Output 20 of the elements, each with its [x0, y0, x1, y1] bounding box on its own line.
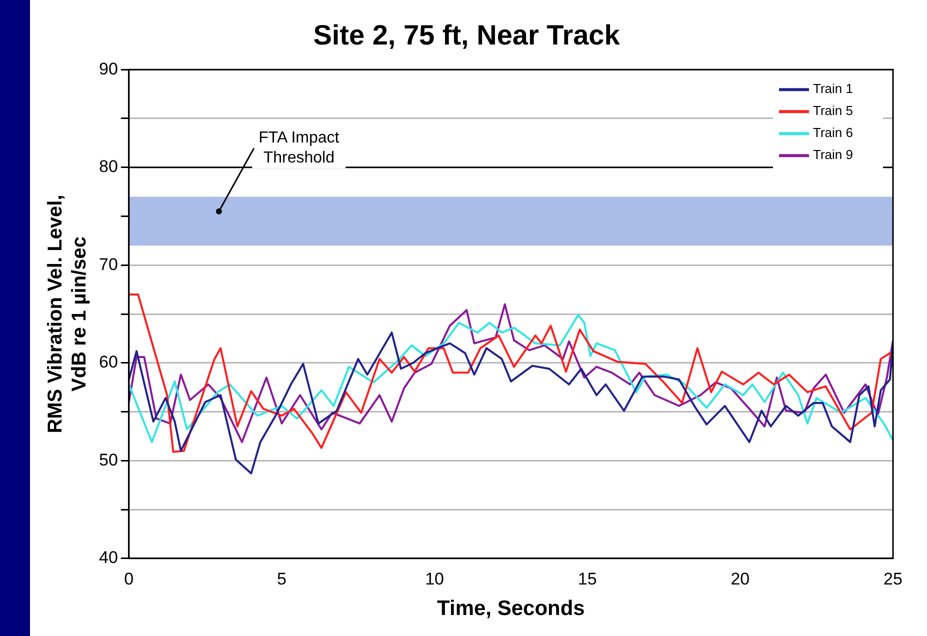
x-tick-label: 10: [425, 569, 444, 588]
y-tick-label: 70: [98, 254, 118, 274]
y-axis-title: RMS Vibration Vel. Level, VdB re 1 µin/sec: [44, 194, 91, 434]
x-tick-label: 15: [578, 569, 597, 588]
x-tick-label: 5: [276, 569, 286, 588]
band-label: FTA Impact Threshold: [258, 130, 340, 167]
y-tick-label: 80: [98, 157, 118, 176]
y-tick-label: 50: [98, 450, 118, 470]
legend-label: Train 9: [813, 147, 853, 162]
x-axis-title: Time, Seconds: [437, 597, 585, 620]
y-tick-label: 60: [98, 352, 118, 372]
x-tick-label: 0: [124, 569, 134, 588]
legend-label: Train 5: [813, 103, 853, 118]
legend-label: Train 6: [813, 125, 853, 140]
chart-title: Site 2, 75 ft, Near Track: [313, 20, 620, 51]
legend-label: Train 1: [813, 81, 853, 96]
y-tick-label: 90: [98, 59, 118, 78]
x-tick-label: 25: [884, 569, 902, 588]
x-tick-label: 20: [730, 569, 750, 588]
y-tick-label: 40: [98, 548, 118, 568]
